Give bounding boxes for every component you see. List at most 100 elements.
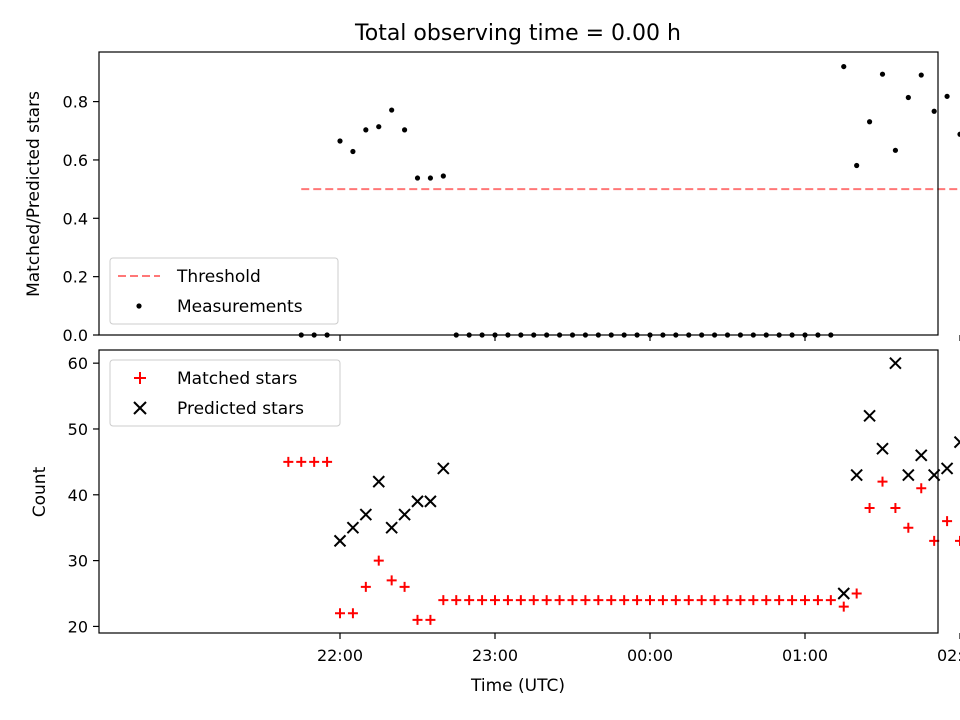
bottom-marks [283,358,960,625]
matched-star-point [645,595,655,605]
predicted-star-point [373,476,384,487]
matched-star-point [400,582,410,592]
matched-star-point [335,608,345,618]
top-x-ticks [340,335,960,341]
bottom-y-ticks: 20 30 40 50 60 [68,354,99,636]
top-panel: 0.00.20.40.60.8 Matched/Predicted stars … [24,52,960,345]
predicted-star-point [438,463,449,474]
matched-star-point [580,595,590,605]
measurement-point [854,163,859,168]
matched-star-point [438,595,448,605]
predicted-star-point [360,509,371,520]
predicted-star-point [942,463,953,474]
matched-star-point [800,595,810,605]
measurement-point [376,124,381,129]
matched-star-point [296,457,306,467]
matched-star-point [309,457,319,467]
matched-star-point [516,595,526,605]
measurement-point [906,95,911,100]
matched-star-point [361,582,371,592]
predicted-star-point [412,496,423,507]
matched-star-point [903,523,913,533]
top-y-tick-label: 0.2 [63,268,88,287]
top-marks [299,64,960,338]
matched-star-point [890,503,900,513]
matched-star-point [374,556,384,566]
measurement-point [350,149,355,154]
matched-star-point [658,595,668,605]
top-y-ticks: 0.00.20.40.60.8 [63,93,99,345]
predicted-star-point [955,437,960,448]
matched-star-point [632,595,642,605]
matched-star-point [322,457,332,467]
top-y-axis-label: Matched/Predicted stars [24,91,44,297]
x-tick-label: 00:00 [627,646,673,665]
matched-star-point [735,595,745,605]
measurement-point [363,127,368,132]
legend-threshold-label: Threshold [176,267,261,287]
predicted-star-point [916,450,927,461]
matched-star-point [916,483,926,493]
matched-star-point [348,608,358,618]
matched-star-point [593,595,603,605]
predicted-star-point [877,443,888,454]
matched-star-point [697,595,707,605]
matched-star-point [839,602,849,612]
bottom-y-tick-label: 20 [68,617,88,636]
matched-star-point [490,595,500,605]
matched-star-point [413,615,423,625]
matched-star-point [878,477,888,487]
matched-star-point [529,595,539,605]
predicted-star-point [838,588,849,599]
matched-star-point [555,595,565,605]
bottom-y-axis-label: Count [30,466,50,517]
x-tick-label: 22:00 [317,646,363,665]
predicted-star-point [890,358,901,369]
bottom-x-ticks: 22:00 23:00 00:00 01:00 02:00 [317,633,960,665]
predicted-star-point [903,470,914,481]
measurement-point [880,72,885,77]
predicted-star-point [399,509,410,520]
matched-star-point [619,595,629,605]
matched-star-point [942,516,952,526]
matched-star-point [813,595,823,605]
legend-measurements-swatch [136,303,141,308]
matched-star-point [606,595,616,605]
measurement-point [867,119,872,124]
matched-star-point [761,595,771,605]
predicted-star-point [386,522,397,533]
bottom-legend: Matched stars Predicted stars [110,360,340,426]
matched-star-point [425,615,435,625]
matched-star-point [671,595,681,605]
x-tick-label: 02:00 [937,646,960,665]
top-legend: Threshold Measurements [110,258,338,324]
predicted-star-point [851,470,862,481]
chart-title: Total observing time = 0.00 h [354,21,681,46]
matched-star-point [283,457,293,467]
measurement-point [441,173,446,178]
matched-star-point [723,595,733,605]
matched-star-point [710,595,720,605]
bottom-y-tick-label: 40 [68,486,88,505]
predicted-star-point [864,410,875,421]
measurement-point [919,72,924,77]
matched-star-point [826,595,836,605]
bottom-y-tick-label: 30 [68,552,88,571]
x-axis-label: Time (UTC) [470,676,565,696]
matched-star-point [865,503,875,513]
matched-star-point [684,595,694,605]
legend-matched-label: Matched stars [177,369,297,389]
legend-measurements-label: Measurements [177,297,303,317]
predicted-star-point [335,535,346,546]
bottom-panel: 20 30 40 50 60 22:00 23:00 00:00 01:00 02:00 Cou… [30,350,960,696]
top-y-tick-label: 0.8 [63,93,88,112]
matched-star-point [955,536,960,546]
matched-star-point [542,595,552,605]
measurement-point [893,148,898,153]
measurement-point [337,138,342,143]
predicted-star-point [425,496,436,507]
matched-star-point [852,589,862,599]
matched-star-point [568,595,578,605]
measurement-point [932,109,937,114]
bottom-y-tick-label: 60 [68,354,88,373]
